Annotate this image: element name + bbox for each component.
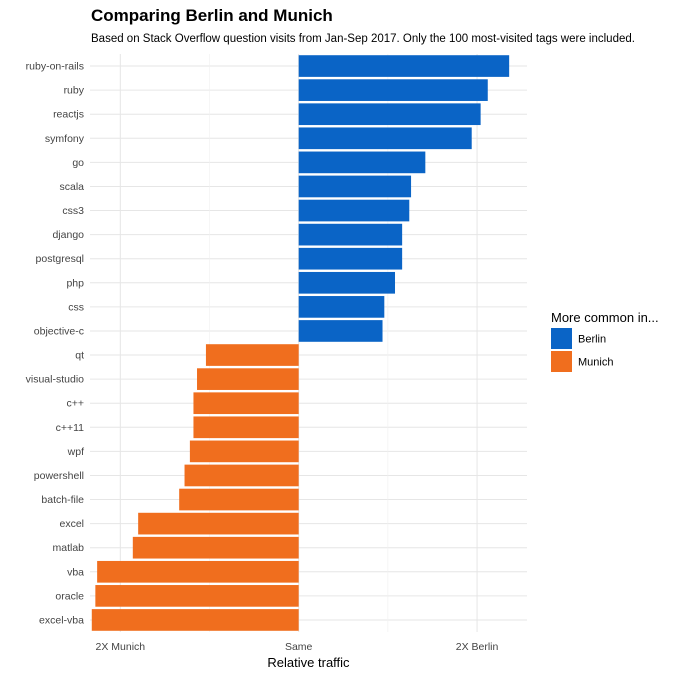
y-tick-label: excel-vba <box>39 614 84 626</box>
y-tick-label: go <box>72 157 84 169</box>
y-tick-label: c++11 <box>56 422 85 434</box>
y-tick-label: scala <box>59 181 84 193</box>
y-tick-label: oracle <box>55 590 84 602</box>
bar-postgresql <box>298 247 403 270</box>
chart-subtitle: Based on Stack Overflow question visits … <box>91 33 635 45</box>
legend-label: Berlin <box>578 334 606 346</box>
bar-objective-c <box>298 320 383 342</box>
y-tick-label: php <box>66 277 84 289</box>
bar-c++ <box>193 392 299 415</box>
y-tick-label: vba <box>67 566 84 578</box>
y-tick-label: powershell <box>34 470 84 482</box>
y-tick-label: visual-studio <box>26 374 85 386</box>
y-tick-label: css3 <box>62 205 84 217</box>
y-tick-label: objective-c <box>34 325 84 337</box>
bar-batch-file <box>179 488 299 511</box>
y-tick-label: reactjs <box>53 109 84 121</box>
legend-title: More common in... <box>551 310 659 325</box>
y-tick-label: ruby-on-rails <box>26 61 84 73</box>
y-tick-label: django <box>52 229 84 241</box>
legend: More common in... Berlin Munich <box>551 310 659 372</box>
y-tick-label: wpf <box>67 446 84 458</box>
y-tick-label: symfony <box>45 133 85 145</box>
x-tick-label: Same <box>285 641 313 653</box>
bar-go <box>298 151 426 174</box>
y-tick-label: ruby <box>64 85 85 97</box>
bars <box>91 55 510 631</box>
bar-powershell <box>184 464 299 487</box>
legend-key-berlin <box>551 328 572 349</box>
y-tick-label: batch-file <box>41 494 84 506</box>
bar-ruby <box>298 79 488 101</box>
x-axis-title: Relative traffic <box>267 655 350 670</box>
x-tick-label: 2X Berlin <box>456 641 499 653</box>
bar-excel-vba <box>91 609 299 631</box>
bar-django <box>298 223 403 246</box>
bar-visual-studio <box>197 368 299 390</box>
grid <box>90 54 527 632</box>
legend-key-munich <box>551 351 572 372</box>
bar-css3 <box>298 199 410 222</box>
x-tick-label: 2X Munich <box>96 641 146 653</box>
y-tick-label: css <box>68 301 84 313</box>
y-tick-label: qt <box>75 350 84 362</box>
bar-ruby-on-rails <box>298 55 510 77</box>
y-tick-label: matlab <box>52 542 84 554</box>
y-tick-label: excel <box>59 518 84 530</box>
bar-symfony <box>298 127 472 150</box>
y-axis-labels: ruby-on-rails ruby reactjs symfony go scala cs… <box>26 61 85 627</box>
bar-c++11 <box>193 416 299 439</box>
bar-vba <box>97 560 299 583</box>
bar-matlab <box>132 536 299 559</box>
bar-reactjs <box>298 103 481 126</box>
y-tick-label: postgresql <box>36 253 84 265</box>
bar-wpf <box>189 440 299 463</box>
bar-qt <box>205 344 299 366</box>
y-tick-label: c++ <box>66 398 84 410</box>
chart-title: Comparing Berlin and Munich <box>91 6 333 25</box>
x-axis-labels: 2X Munich Same 2X Berlin <box>96 641 499 653</box>
bar-excel <box>138 512 299 535</box>
legend-label: Munich <box>578 357 613 369</box>
bar-css <box>298 296 385 318</box>
bar-php <box>298 271 396 294</box>
bar-scala <box>298 175 412 198</box>
bar-oracle <box>95 585 299 607</box>
